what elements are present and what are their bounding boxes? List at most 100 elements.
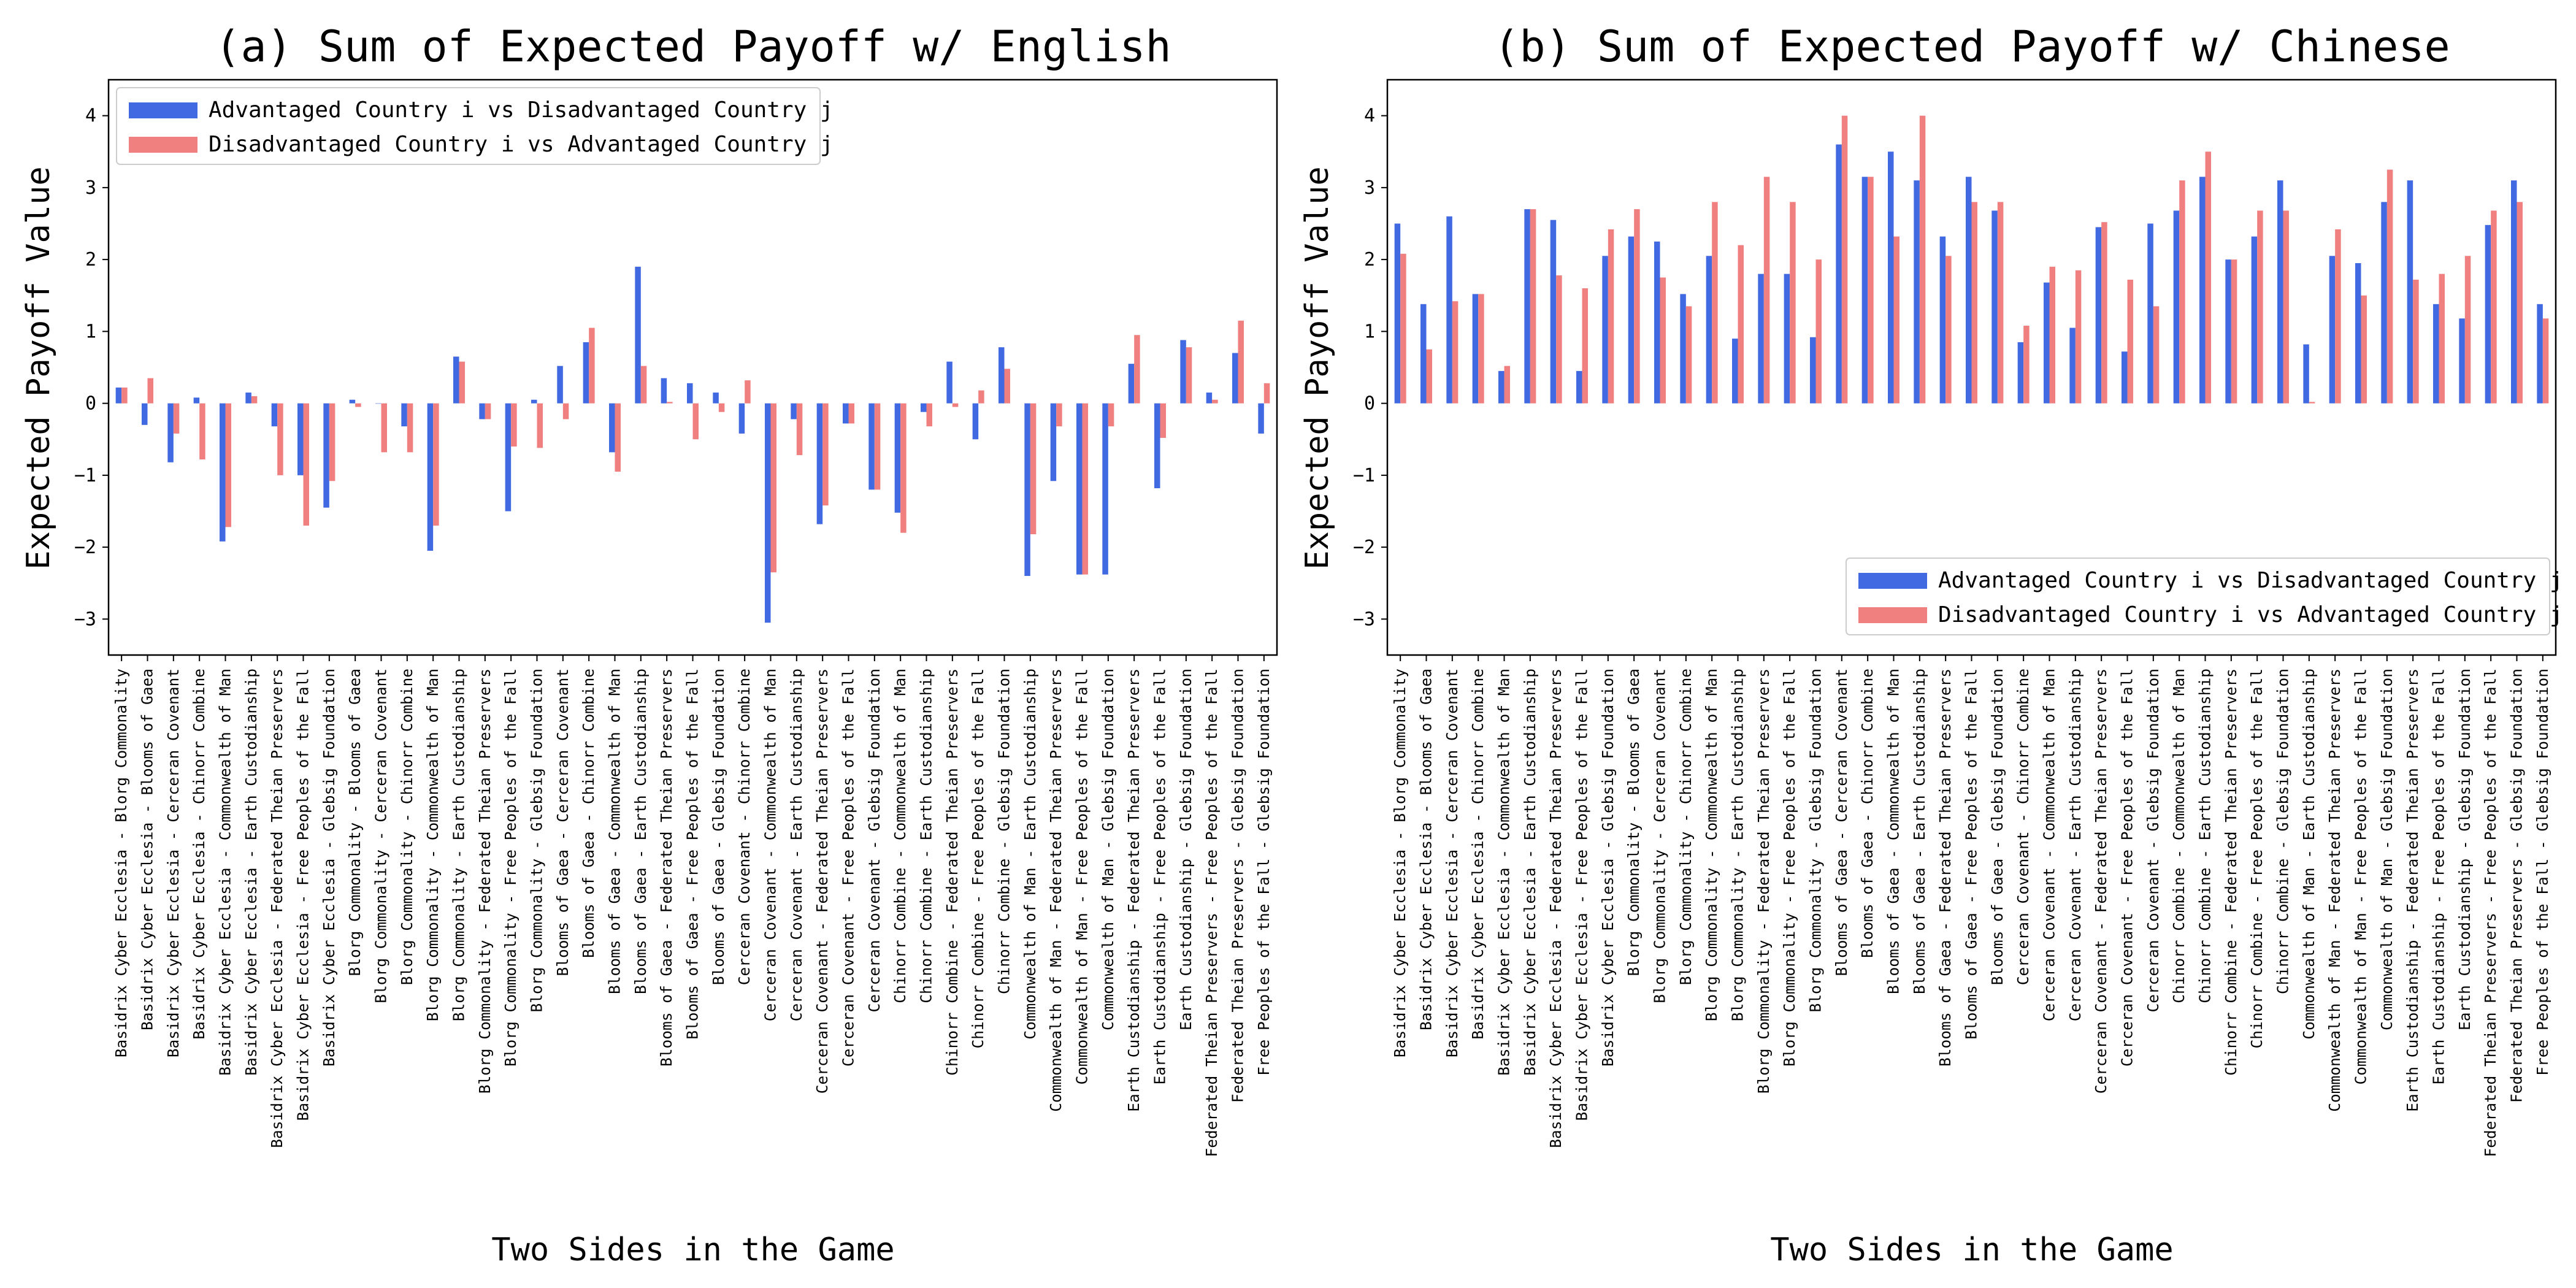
y-tick-label: 4	[1364, 105, 1375, 127]
x-tick-label: Blooms of Gaea - Chinorr Combine	[1858, 669, 1876, 958]
bar-series-2	[1712, 202, 1718, 404]
bar-series-1	[557, 366, 563, 404]
x-tick-label: Cerceran Covenant - Earth Custodianship	[2066, 669, 2084, 1021]
bar-series-1	[1232, 353, 1238, 404]
bar-series-2	[2075, 270, 2082, 404]
x-tick-label: Earth Custodianship - Glebsig Foundation	[2456, 669, 2474, 1030]
bar-series-2	[1160, 403, 1166, 438]
bar-series-2	[718, 403, 725, 412]
bar-series-2	[1004, 369, 1010, 404]
x-tick-label: Basidrix Cyber Ecclesia - Free Peoples o…	[1573, 669, 1591, 1121]
legend-swatch	[129, 137, 197, 153]
bar-series-1	[687, 383, 693, 404]
x-tick-label: Blorg Commonality - Blooms of Gaea	[1625, 669, 1643, 976]
x-tick-label: Blooms of Gaea - Cerceran Covenant	[1833, 669, 1850, 976]
x-tick-label: Basidrix Cyber Ecclesia - Commonwealth o…	[1495, 669, 1513, 1076]
bar-series-2	[485, 403, 491, 420]
bar-series-2	[1134, 335, 1140, 404]
bar-series-1	[1628, 236, 1635, 404]
bar-series-1	[1498, 370, 1505, 404]
bar-series-2	[1738, 245, 1744, 404]
y-tick-label: −3	[74, 608, 96, 630]
x-tick-label: Basidrix Cyber Ecclesia - Earth Custodia…	[242, 669, 260, 1076]
bar-series-1	[2225, 259, 2231, 404]
x-tick-label: Cerceran Covenant - Commonwealth of Man	[762, 669, 780, 1021]
bar-series-2	[874, 403, 881, 490]
bar-series-1	[635, 266, 641, 404]
x-tick-label: Basidrix Cyber Ecclesia - Glebsig Founda…	[320, 669, 338, 1067]
x-tick-label: Chinorr Combine - Earth Custodianship	[918, 669, 935, 1003]
y-tick-label: −2	[74, 537, 96, 558]
x-tick-label: Blooms of Gaea - Free Peoples of the Fal…	[1963, 669, 1980, 1040]
bar-series-2	[2153, 306, 2160, 404]
bar-series-2	[796, 403, 803, 456]
bar-series-2	[381, 403, 387, 453]
bar-series-1	[2303, 344, 2309, 404]
x-tick-label: Blorg Commonality - Blooms of Gaea	[346, 669, 364, 976]
x-tick-label: Blorg Commonality - Cerceran Covenant	[1651, 669, 1669, 1003]
bar-series-2	[1790, 202, 1796, 404]
bar-series-2	[2439, 274, 2445, 404]
bar-series-1	[1180, 340, 1186, 404]
bar-series-1	[1576, 370, 1582, 404]
x-axis-label: Two Sides in the Game	[491, 1232, 894, 1268]
bar-series-2	[978, 390, 984, 404]
bar-series-1	[868, 403, 875, 490]
bar-series-2	[147, 378, 153, 404]
x-tick-label: Blorg Commonality - Glebsig Foundation	[1807, 669, 1825, 1013]
y-tick-label: 1	[85, 321, 96, 342]
bar-series-1	[2329, 256, 2336, 404]
x-tick-label: Blooms of Gaea - Commonwealth of Man	[1885, 669, 1903, 994]
x-tick-label: Blorg Commonality - Commonwealth of Man	[424, 669, 442, 1021]
x-tick-label: Blorg Commonality - Federated Theian Pre…	[476, 669, 494, 1094]
y-tick-label: −1	[74, 465, 96, 486]
bar-series-1	[142, 403, 148, 425]
bar-series-2	[199, 403, 205, 460]
bar-series-2	[277, 403, 283, 475]
x-tick-label: Cerceran Covenant - Commonwealth of Man	[2041, 669, 2058, 1021]
bar-series-2	[2517, 202, 2523, 404]
bar-series-1	[271, 403, 278, 427]
bar-series-2	[926, 403, 932, 427]
bar-series-1	[1206, 393, 1213, 404]
bar-series-1	[1758, 274, 1764, 404]
x-tick-label: Blooms of Gaea - Glebsig Foundation	[1988, 669, 2006, 985]
bar-series-2	[1263, 383, 1270, 404]
bar-series-1	[453, 356, 459, 404]
bar-series-1	[2407, 180, 2413, 404]
x-tick-label: Blorg Commonality - Chinorr Combine	[398, 669, 416, 985]
bar-series-1	[323, 403, 329, 508]
bar-series-2	[2491, 210, 2497, 404]
bar-series-2	[251, 396, 258, 404]
bar-series-1	[2095, 227, 2102, 404]
bar-series-1	[1446, 216, 1452, 404]
x-tick-label: Cerceran Covenant - Earth Custodianship	[788, 669, 805, 1021]
bar-series-2	[2205, 151, 2211, 404]
x-tick-label: Blorg Commonality - Free Peoples of the …	[1781, 669, 1798, 1067]
bar-series-2	[1815, 259, 1822, 404]
bar-series-2	[2542, 318, 2549, 404]
bar-series-2	[1763, 177, 1770, 404]
x-tick-label: Basidrix Cyber Ecclesia - Blooms of Gaea	[1417, 669, 1435, 1030]
y-tick-label: 3	[85, 177, 96, 199]
bar-series-2	[459, 361, 465, 404]
bar-series-1	[427, 403, 434, 551]
bar-series-1	[349, 399, 356, 404]
bar-series-1	[401, 403, 407, 427]
bar-series-2	[952, 403, 959, 407]
bar-series-1	[609, 403, 615, 453]
bar-series-2	[1608, 229, 1614, 404]
x-tick-label: Basidrix Cyber Ecclesia - Free Peoples o…	[294, 669, 312, 1121]
bar-series-2	[1660, 277, 1666, 404]
bar-series-1	[661, 378, 667, 404]
x-tick-label: Blorg Commonality - Glebsig Foundation	[528, 669, 546, 1013]
x-tick-label: Commonwealth of Man - Earth Custodianshi…	[2300, 669, 2318, 1040]
x-tick-label: Basidrix Cyber Ecclesia - Chinorr Combin…	[1469, 669, 1487, 1040]
x-tick-label: Free Peoples of the Fall - Glebsig Found…	[2534, 669, 2551, 1076]
bar-series-2	[433, 403, 439, 526]
bar-series-1	[1939, 236, 1946, 404]
bar-series-1	[2069, 328, 2076, 404]
bar-series-1	[972, 403, 979, 440]
x-tick-label: Commonwealth of Man - Glebsig Foundation	[1099, 669, 1117, 1030]
bar-series-1	[2147, 223, 2153, 404]
